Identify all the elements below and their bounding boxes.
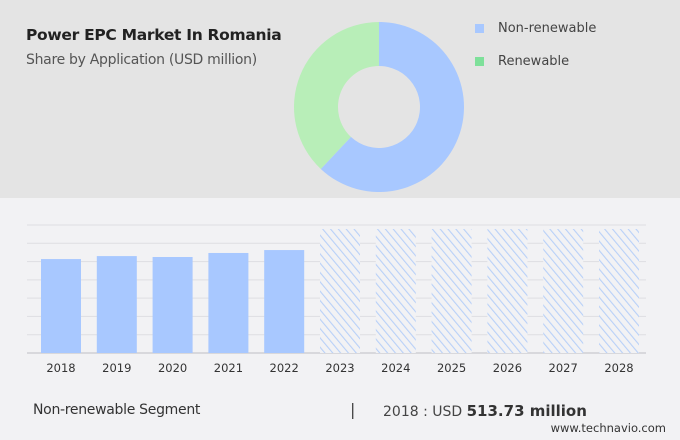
forecast-bar-2028	[599, 229, 639, 353]
bar-2020	[152, 257, 193, 353]
legend-swatch	[475, 24, 484, 33]
donut-slice-non-renewable	[320, 22, 464, 192]
source-link[interactable]: www.technavio.com	[550, 421, 666, 435]
bar-2018	[41, 259, 81, 353]
x-tick-label: 2023	[325, 361, 354, 375]
bar-2019	[96, 256, 137, 353]
separator: |	[350, 400, 356, 419]
x-tick-label: 2019	[102, 361, 131, 375]
forecast-bar-2025	[431, 229, 472, 353]
forecast-bar-2026	[487, 229, 528, 353]
value-amount: 513.73 million	[466, 402, 587, 420]
bar-chart: 2018 2019 2020 2021 2022 2023 2024 2025 2026 2027…	[27, 224, 646, 375]
x-tick-label: 2027	[549, 361, 578, 375]
x-tick-label: 2028	[604, 361, 633, 375]
bar-2021	[208, 252, 249, 353]
legend-item-renewable: Renewable	[475, 54, 569, 69]
donut-chart	[294, 22, 464, 192]
x-tick-label: 2018	[46, 361, 75, 375]
forecast-bar-2024	[375, 229, 416, 353]
donut-slice-renewable	[294, 22, 379, 169]
chart-subtitle: Share by Application (USD million)	[26, 52, 257, 68]
value-year: 2018 : USD	[383, 404, 463, 420]
forecast-bar-2027	[543, 229, 584, 353]
x-tick-label: 2025	[437, 361, 466, 375]
x-tick-label: 2026	[493, 361, 522, 375]
x-tick-label: 2021	[214, 361, 243, 375]
chart-title: Power EPC Market In Romania	[26, 26, 282, 44]
segment-value: 2018 : USD 513.73 million	[383, 402, 587, 420]
legend-swatch	[475, 57, 484, 66]
legend-label: Renewable	[498, 54, 570, 69]
x-tick-label: 2020	[158, 361, 187, 375]
legend-item-non-renewable: Non-renewable	[475, 21, 596, 36]
x-tick-label: 2022	[270, 361, 299, 375]
legend-label: Non-renewable	[498, 21, 597, 36]
x-tick-label: 2024	[381, 361, 410, 375]
segment-label: Non-renewable Segment	[33, 402, 201, 418]
forecast-bar-2023	[320, 229, 360, 353]
bar-2022	[264, 250, 305, 353]
